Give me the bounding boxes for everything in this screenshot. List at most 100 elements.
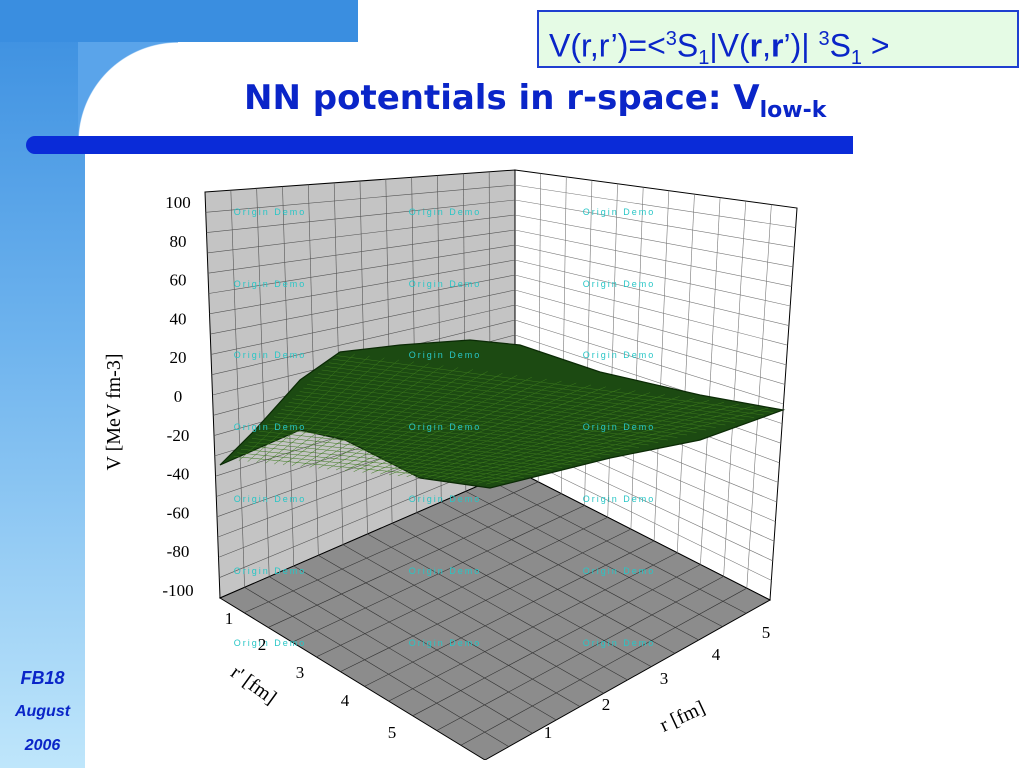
surface-mesh-b — [336, 355, 774, 413]
z-tick-label: -20 — [167, 426, 190, 445]
watermark-text: Origin Demo — [583, 422, 656, 432]
watermark-text: Origin Demo — [409, 422, 482, 432]
surface-mesh-b — [237, 452, 515, 481]
left-wall-grid-v — [282, 186, 295, 567]
surface-mesh-b — [317, 373, 726, 426]
y-tick-label: 5 — [388, 723, 397, 742]
surface-mesh-b — [288, 402, 649, 446]
floor-grid-a — [490, 480, 747, 614]
floor-grid-b — [436, 576, 724, 731]
watermark-text: Origin Demo — [583, 494, 656, 504]
floor-grid-b — [316, 517, 608, 658]
eq-sup1: 3 — [665, 28, 677, 50]
footer-year: 2006 — [24, 737, 61, 754]
floor-grid-a — [244, 587, 509, 747]
watermark-text: Origin Demo — [234, 494, 307, 504]
surface-mesh-b — [251, 438, 553, 471]
right-wall-grid-h — [514, 289, 787, 366]
surface-mesh-b — [240, 448, 524, 478]
y-tick-label: 3 — [296, 663, 305, 682]
surface-mesh-b — [255, 434, 563, 468]
watermark-text: Origin Demo — [583, 638, 656, 648]
right-wall-grid-h — [514, 214, 794, 268]
right-wall-grid-v — [723, 201, 747, 577]
surface-mesh-b — [332, 358, 764, 416]
floor-grid-b — [364, 540, 655, 687]
watermark-text: Origin Demo — [409, 207, 482, 217]
eq-comma: , — [762, 27, 772, 64]
z-axis-label: V [MeV fm-3] — [103, 353, 125, 470]
surface-mesh-b — [284, 405, 640, 448]
watermark-text: Origin Demo — [409, 350, 482, 360]
z-tick-label: -100 — [162, 581, 193, 600]
right-wall-grid-v — [676, 194, 695, 553]
surface-plot: Origin Demo Origin Demo Origin Demo Origin … — [103, 169, 798, 760]
watermark-text: Origin Demo — [234, 207, 307, 217]
y-tick-label: 1 — [225, 609, 234, 628]
watermark-text: Origin Demo — [234, 638, 307, 648]
floor-grid-a — [293, 565, 557, 721]
eq-close: ’)| — [783, 27, 819, 64]
footer-month: August — [14, 703, 71, 720]
eq-sup2: 3 — [818, 28, 830, 50]
surface-mesh-b — [248, 441, 544, 473]
eq-sub2: 1 — [850, 47, 863, 70]
surface-mesh-b — [328, 362, 755, 418]
left-decor-band — [0, 0, 85, 768]
eq-lhs: V(r,r’)=< — [549, 27, 666, 64]
right-wall-grid-h — [514, 319, 784, 405]
watermark-text: Origin Demo — [234, 279, 307, 289]
z-tick-label: -80 — [167, 542, 190, 561]
right-wall-grid-h — [514, 244, 791, 307]
right-wall-grid-h — [514, 184, 796, 228]
equation-box: V(r,r’)=<3S1|V(r,r’)| 3S1 > — [537, 10, 1019, 70]
top-decor-band — [0, 0, 358, 42]
floor-grid-a — [391, 523, 652, 667]
x-tick-label: 2 — [602, 695, 611, 714]
floor-grid-b — [268, 493, 562, 628]
surface-mesh-b — [299, 391, 678, 438]
floor-grid-b — [292, 505, 585, 643]
x-tick-label: 3 — [660, 669, 669, 688]
right-wall-grid-v — [746, 204, 772, 589]
surface-mesh-b — [273, 416, 611, 456]
left-wall-grid-v — [256, 188, 270, 577]
footer-conf: FB18 — [20, 668, 65, 688]
watermark-text: Origin Demo — [409, 279, 482, 289]
right-wall-grid-v — [653, 190, 670, 541]
z-tick-label: 60 — [170, 271, 187, 290]
surface-mesh-b — [306, 384, 697, 433]
surface-mesh-b — [244, 445, 534, 476]
watermark-text: Origin Demo — [409, 494, 482, 504]
x-tick-label: 4 — [712, 645, 721, 664]
watermark-text: Origin Demo — [583, 566, 656, 576]
z-tick-label: -60 — [167, 503, 190, 522]
floor-grid-b — [388, 552, 678, 702]
surface-mesh-b — [277, 412, 620, 453]
title-main: NN potentials in r-space: V — [244, 78, 760, 118]
floor-grid-a — [367, 533, 628, 681]
watermark-text: Origin Demo — [234, 566, 307, 576]
eq-sub1: 1 — [698, 47, 710, 70]
surface-mesh-b — [303, 387, 688, 436]
right-wall-grid-h — [514, 229, 792, 287]
z-tick-label: 20 — [170, 348, 187, 367]
surface-mesh-b — [310, 380, 707, 431]
surface-mesh-b — [314, 376, 716, 428]
right-wall-grid-h — [514, 274, 788, 346]
watermark-text: Origin Demo — [234, 422, 307, 432]
surface-mesh-b — [233, 456, 505, 483]
title-subscript: low-k — [759, 97, 827, 123]
z-tick-label: 80 — [170, 232, 187, 251]
x-tick-label: 1 — [544, 723, 553, 742]
eq-r: r — [749, 27, 763, 64]
surface-mesh-b — [295, 394, 668, 441]
watermark-text: Origin Demo — [409, 566, 482, 576]
surface-mesh-b — [321, 369, 736, 423]
right-wall-grid-h — [514, 199, 795, 248]
title-rule — [26, 136, 853, 154]
surface-mesh-b — [325, 366, 745, 421]
floor-grid-a — [465, 491, 723, 627]
floor-grid-a — [416, 512, 676, 654]
floor-grid-b — [340, 528, 632, 672]
